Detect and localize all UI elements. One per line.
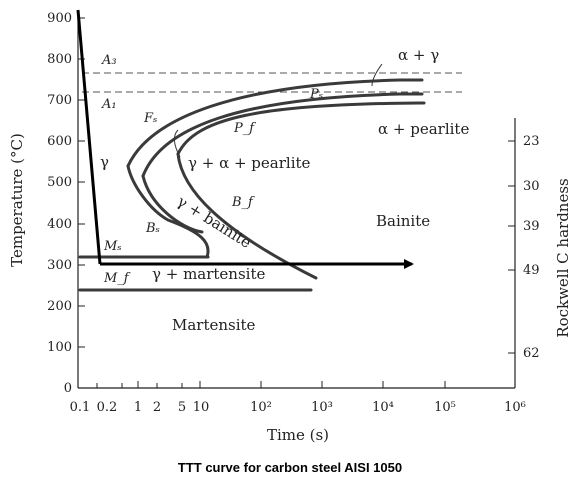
hrc-tick-39: 39 xyxy=(523,219,540,234)
y-tick-400: 400 xyxy=(47,217,72,232)
label-gamma-martensite: γ + martensite xyxy=(152,265,265,283)
figure-caption: TTT curve for carbon steel AISI 1050 xyxy=(178,460,402,475)
x-tick-1e5: 10⁵ xyxy=(434,400,456,415)
bottom-ticks xyxy=(77,381,446,388)
right-ticks xyxy=(508,140,515,354)
y-tick-600: 600 xyxy=(47,134,72,149)
label-pf: P_f xyxy=(233,121,256,136)
x-tick-0-2: 0.2 xyxy=(97,400,118,415)
label-alpha-pearlite: α + pearlite xyxy=(378,120,469,138)
alpha-gamma-pointer xyxy=(371,63,383,87)
y-tick-700: 700 xyxy=(47,93,72,108)
y-tick-0: 0 xyxy=(64,381,72,396)
a1-label: A₁ xyxy=(101,97,117,112)
y-tick-800: 800 xyxy=(47,52,72,67)
y-tick-200: 200 xyxy=(47,299,72,314)
label-alpha-gamma: α + γ xyxy=(398,46,439,64)
x-tick-1e2: 10² xyxy=(250,400,272,415)
bs-curve xyxy=(141,174,204,234)
x-tick-1: 1 xyxy=(134,400,142,415)
cooling-line xyxy=(76,9,102,265)
bf-lower-curve xyxy=(176,152,318,280)
x-tick-10: 10 xyxy=(193,400,210,415)
y-tick-100: 100 xyxy=(47,340,72,355)
label-fs: Fₛ xyxy=(143,111,157,126)
y-tick-300: 300 xyxy=(47,258,72,273)
x-tick-2: 2 xyxy=(153,400,161,415)
right-axis-title: Rockwell C hardness xyxy=(554,178,572,337)
bottom-tick-labels: 0.1 0.2 1 2 5 10 10² 10³ 10⁴ 10⁵ 10⁶ xyxy=(70,400,526,415)
pf-curve xyxy=(141,92,424,178)
a3-label: A₃ xyxy=(101,53,117,68)
y-axis-title: Temperature (°C) xyxy=(8,133,26,267)
x-axis-title: Time (s) xyxy=(267,426,329,444)
label-ps: Pₛ xyxy=(309,87,323,102)
label-gamma: γ xyxy=(100,153,109,171)
x-tick-5: 5 xyxy=(178,400,186,415)
hrc-tick-23: 23 xyxy=(523,134,540,149)
x-tick-1e4: 10⁴ xyxy=(372,400,394,415)
label-mf: M_f xyxy=(103,271,131,286)
right-tick-labels: 23 30 39 49 62 xyxy=(523,134,540,361)
hrc-tick-62: 62 xyxy=(523,346,540,361)
label-ms: Mₛ xyxy=(103,239,122,254)
ps-curve xyxy=(126,164,210,259)
hrc-tick-30: 30 xyxy=(523,179,540,194)
bf-curve xyxy=(176,101,426,156)
label-bf: B_f xyxy=(231,195,255,210)
left-tick-labels: 900 800 700 600 500 400 300 200 100 0 xyxy=(47,11,72,396)
y-tick-500: 500 xyxy=(47,175,72,190)
x-tick-1e6: 10⁶ xyxy=(504,400,526,415)
fs-curve xyxy=(126,78,424,168)
x-tick-1e3: 10³ xyxy=(311,400,333,415)
gap-pointer xyxy=(174,129,181,158)
label-bs: Bₛ xyxy=(145,221,160,236)
label-bainite: Bainite xyxy=(376,212,430,230)
label-martensite: Martensite xyxy=(172,316,256,334)
x-tick-0-1: 0.1 xyxy=(70,400,91,415)
hrc-tick-49: 49 xyxy=(523,263,540,278)
y-tick-900: 900 xyxy=(47,11,72,26)
label-gamma-alpha-pearlite: γ + α + pearlite xyxy=(188,154,311,172)
